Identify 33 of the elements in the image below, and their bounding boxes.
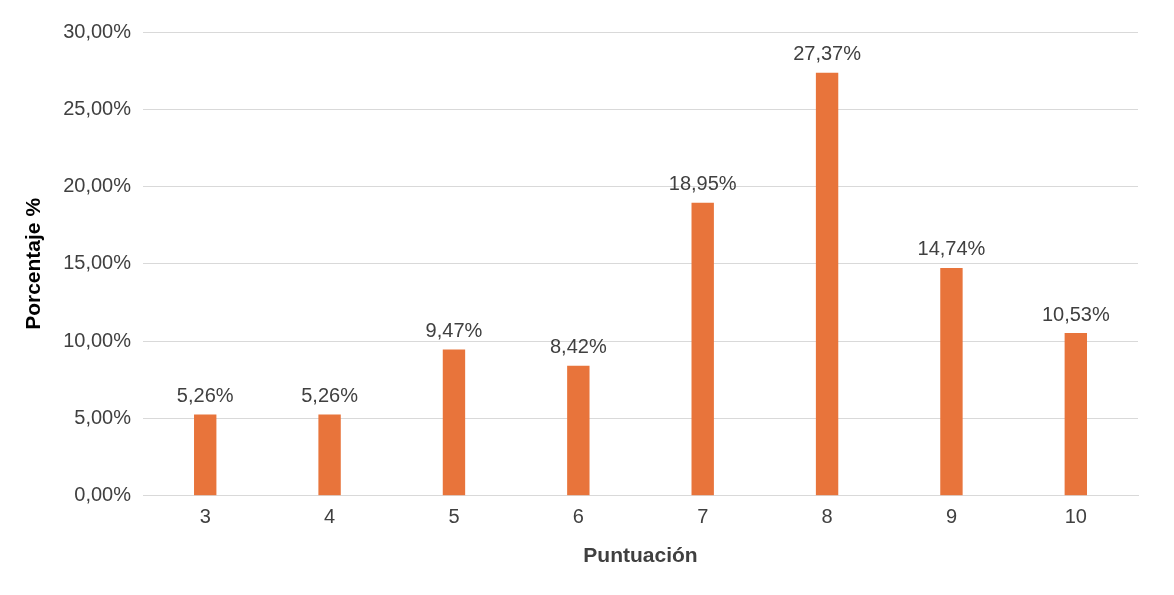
- y-axis-title: Porcentaje %: [21, 197, 45, 330]
- bar: [442, 349, 466, 496]
- data-label: 9,47%: [425, 318, 483, 341]
- data-label: 14,74%: [917, 237, 986, 260]
- x-axis-title: Puntuación: [583, 543, 698, 567]
- data-label: 5,26%: [301, 384, 359, 406]
- bar: [815, 72, 839, 496]
- y-tick-label: 15,00%: [63, 251, 132, 274]
- x-tick-label: 3: [199, 505, 211, 528]
- x-tick-label: 10: [1064, 505, 1087, 528]
- data-label: 27,37%: [793, 42, 862, 65]
- data-label: 10,53%: [1041, 302, 1110, 325]
- bar: [567, 365, 590, 496]
- y-tick-label: 30,00%: [63, 19, 132, 42]
- bar: [1064, 333, 1088, 496]
- x-tick-label: 8: [821, 505, 833, 528]
- bar: [318, 414, 341, 496]
- x-tick-label: 4: [324, 505, 336, 528]
- y-tick-label: 5,00%: [74, 406, 132, 429]
- data-label: 8,42%: [549, 335, 607, 358]
- x-tick-label: 9: [945, 505, 958, 528]
- y-tick-label: 20,00%: [63, 174, 132, 197]
- bar: [691, 202, 714, 496]
- y-tick-label: 25,00%: [63, 96, 132, 119]
- y-tick-label: 0,00%: [74, 483, 132, 506]
- x-tick-label: 5: [448, 505, 460, 528]
- bar: [940, 267, 963, 496]
- x-tick-label: 7: [697, 505, 709, 528]
- bar: [194, 414, 217, 496]
- data-label: 18,95%: [668, 172, 737, 195]
- y-tick-label: 10,00%: [63, 328, 132, 351]
- data-label: 5,26%: [176, 384, 234, 406]
- x-tick-label: 6: [572, 505, 584, 528]
